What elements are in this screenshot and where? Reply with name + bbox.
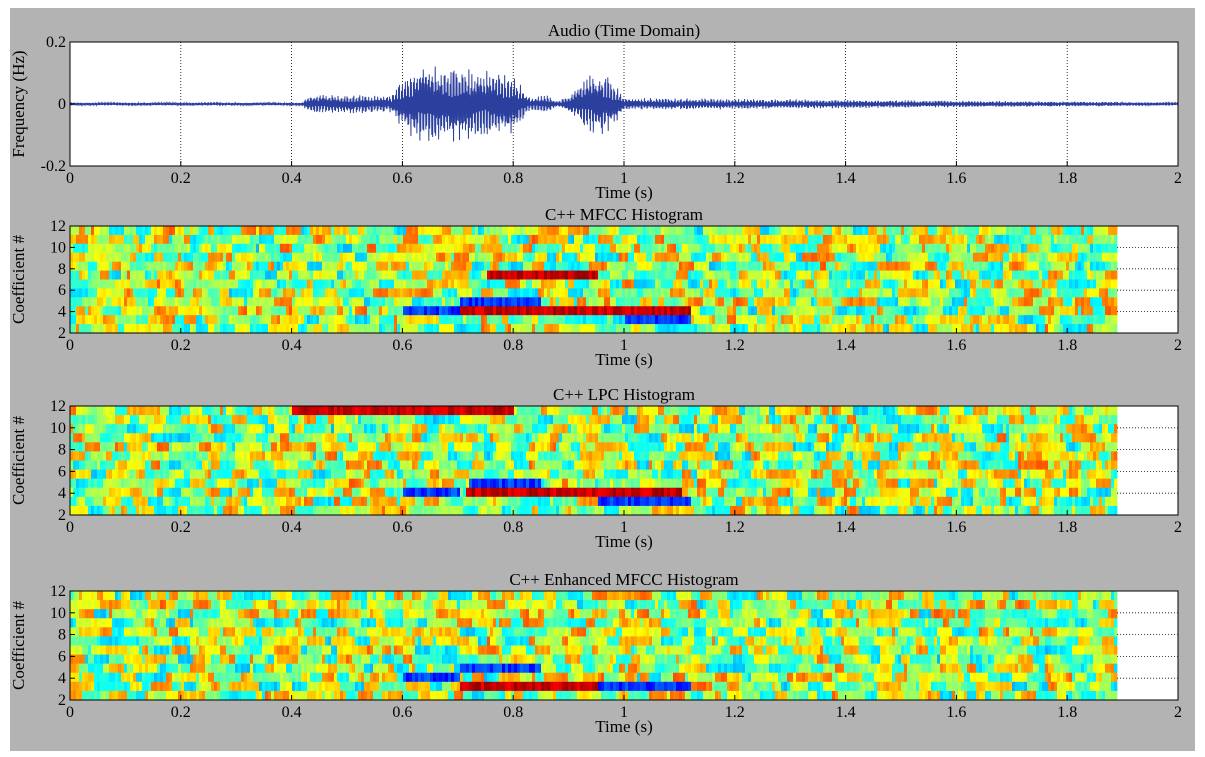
y-tick-label: 8 <box>58 261 66 278</box>
y-tick-label: 10 <box>50 420 66 437</box>
chart-title: C++ Enhanced MFCC Histogram <box>509 570 738 589</box>
panel-0: 0 0.2 0.4 0.6 0.8 1 1.2 1.4 1.6 1.8 20.20-0.2Audio… <box>10 21 1182 202</box>
figure-svg: 0 0.2 0.4 0.6 0.8 1 1.2 1.4 1.6 1.8 20.20-0.2Audio… <box>10 21 1182 736</box>
y-tick-label: -0.2 <box>41 158 66 175</box>
x-tick-label: 1.2 <box>725 519 745 536</box>
x-tick-label: 1.6 <box>946 337 966 354</box>
heatmap-cells <box>70 591 1118 701</box>
x-tick-label: 0 <box>66 337 74 354</box>
y-tick-label: 4 <box>58 304 66 321</box>
x-tick-label: 0.8 <box>503 519 523 536</box>
figure: 0 0.2 0.4 0.6 0.8 1 1.2 1.4 1.6 1.8 2 0.2 0 -0.2 Audio… <box>10 8 1195 751</box>
y-tick-label: 0 <box>58 96 66 113</box>
x-tick-label: 2 <box>1174 704 1182 721</box>
x-tick-label: 1.8 <box>1057 704 1077 721</box>
panel-2: 0 0.2 0.4 0.6 0.8 1 1.2 1.4 1.6 1.8 2 12 10 8 6 4 2 C++ L… <box>10 385 1182 551</box>
x-tick-label: 0 <box>66 519 74 536</box>
panel-1: 0 0.2 0.4 0.6 0.8 1 1.2 1.4 1.6 1.8 2 12 10 8 6 4 2 C++ M… <box>10 205 1182 369</box>
panel-3: 0 0.2 0.4 0.6 0.8 1 1.2 1.4 1.6 1.8 2 12 10 8 6 4 2 C++ E… <box>10 570 1182 736</box>
x-axis-label: Time (s) <box>595 717 652 736</box>
y-tick-label: 4 <box>58 485 66 502</box>
y-tick-label: 12 <box>50 218 66 235</box>
x-tick-label: 0.8 <box>503 337 523 354</box>
x-tick-label: 1.4 <box>836 704 856 721</box>
x-tick-label: 1.8 <box>1057 337 1077 354</box>
heatmap-cells <box>70 406 1118 516</box>
y-axis-label: Coefficient # <box>10 601 28 690</box>
x-tick-label: 0 <box>66 704 74 721</box>
x-tick-label: 0.4 <box>282 519 302 536</box>
y-tick-label: 12 <box>50 583 66 600</box>
x-tick-label: 0.4 <box>282 704 302 721</box>
x-tick-label: 1.6 <box>946 170 966 187</box>
x-tick-label: 2 <box>1174 170 1182 187</box>
x-tick-label: 0.2 <box>171 519 191 536</box>
x-tick-label: 0.2 <box>171 337 191 354</box>
y-tick-label: 2 <box>58 507 66 524</box>
x-tick-label: 1.4 <box>836 519 856 536</box>
x-tick-label: 2 <box>1174 519 1182 536</box>
x-tick-label: 0.8 <box>503 704 523 721</box>
x-tick-label: 0.2 <box>171 704 191 721</box>
x-tick-label: 0.2 <box>171 170 191 187</box>
y-tick-label: 10 <box>50 605 66 622</box>
x-tick-label: 1 <box>620 519 628 536</box>
y-tick-label: 6 <box>58 463 66 480</box>
y-tick-label: 2 <box>58 692 66 709</box>
x-tick-label: 1.2 <box>725 170 745 187</box>
x-tick-label: 0.8 <box>503 170 523 187</box>
audio-waveform-line <box>69 66 1179 142</box>
y-tick-label: 4 <box>58 670 66 687</box>
y-tick-label: 8 <box>58 442 66 459</box>
y-tick-label: 8 <box>58 627 66 644</box>
x-tick-label: 0.6 <box>392 170 412 187</box>
y-tick-label: 6 <box>58 648 66 665</box>
chart-title: Audio (Time Domain) <box>548 21 700 40</box>
x-tick-label: 0.6 <box>392 519 412 536</box>
y-tick-label: 6 <box>58 282 66 299</box>
x-tick-label: 1 <box>620 337 628 354</box>
x-axis-label: Time (s) <box>595 532 652 551</box>
x-tick-label: 1.8 <box>1057 519 1077 536</box>
chart-title: C++ LPC Histogram <box>553 385 695 404</box>
y-axis-label: Coefficient # <box>10 235 28 324</box>
y-tick-label: 2 <box>58 325 66 342</box>
x-axis-label: Time (s) <box>595 350 652 369</box>
x-tick-label: 0.4 <box>282 170 302 187</box>
x-tick-label: 1.6 <box>946 519 966 536</box>
y-tick-label: 0.2 <box>46 34 66 51</box>
x-tick-label: 1.2 <box>725 704 745 721</box>
chart-title: C++ MFCC Histogram <box>545 205 703 224</box>
y-tick-label: 12 <box>50 398 66 415</box>
x-tick-label: 0 <box>66 170 74 187</box>
x-tick-label: 0.6 <box>392 337 412 354</box>
y-tick-label: 10 <box>50 239 66 256</box>
y-axis-label: Coefficient # <box>10 416 28 505</box>
x-tick-label: 0.6 <box>392 704 412 721</box>
x-tick-label: 1.4 <box>836 170 856 187</box>
x-tick-label: 1.6 <box>946 704 966 721</box>
x-tick-label: 1 <box>620 170 628 187</box>
x-tick-label: 1.4 <box>836 337 856 354</box>
x-tick-label: 2 <box>1174 337 1182 354</box>
x-tick-label: 1.8 <box>1057 170 1077 187</box>
x-tick-label: 1.2 <box>725 337 745 354</box>
x-tick-label: 0.4 <box>282 337 302 354</box>
y-axis-label: Frequency (Hz) <box>10 50 28 157</box>
heatmap-cells <box>70 226 1118 334</box>
x-tick-label: 1 <box>620 704 628 721</box>
x-axis-label: Time (s) <box>595 183 652 202</box>
